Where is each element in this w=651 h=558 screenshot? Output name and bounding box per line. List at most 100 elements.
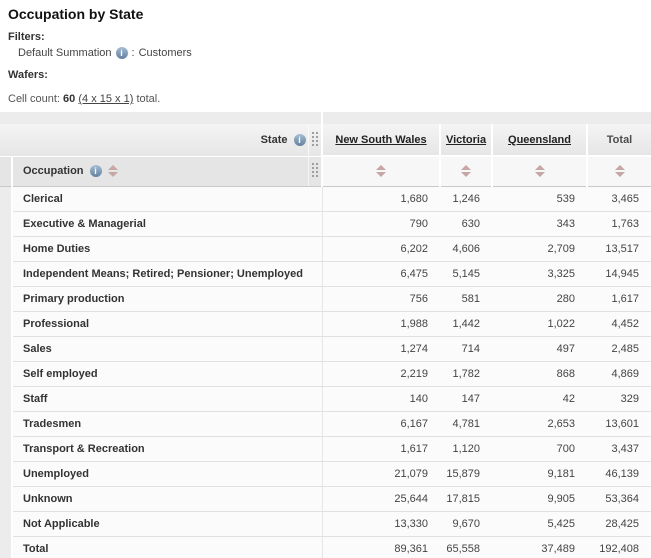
cell-value: 21,079	[321, 461, 441, 487]
filter-name: Default Summation	[18, 47, 112, 59]
cell-count-value: 60	[63, 93, 76, 105]
cell-value: 9,670	[440, 511, 493, 537]
cell-value: 343	[492, 211, 588, 237]
filters-heading: Filters:	[8, 31, 45, 43]
column-header-queensland[interactable]: Queensland	[508, 133, 571, 146]
page-title: Occupation by State	[8, 6, 144, 22]
table-body: Clerical 1,680 1,246 539 3,465 Executive & Ma…	[0, 186, 651, 558]
row-gutter	[0, 511, 13, 536]
column-header-total: Total	[606, 133, 633, 146]
row-label: Unknown	[12, 486, 323, 512]
pivot-table: State i New South Wales Victoria Queensl…	[0, 112, 651, 558]
row-label: Total	[12, 536, 323, 558]
cell-value: 1,120	[440, 436, 493, 462]
row-gutter	[0, 236, 13, 261]
row-gutter	[0, 411, 13, 436]
wafers-heading: Wafers:	[8, 69, 48, 81]
cell-value: 13,517	[587, 236, 651, 262]
sort-icon[interactable]	[461, 165, 472, 178]
cell-value: 630	[440, 211, 493, 237]
row-gutter	[0, 536, 13, 558]
cell-value: 42	[492, 386, 588, 412]
cell-value: 53,364	[587, 486, 651, 512]
row-gutter	[0, 286, 13, 311]
cell-value: 539	[492, 186, 588, 212]
cell-value: 1,617	[321, 436, 441, 462]
sort-icon[interactable]	[614, 165, 625, 178]
cell-value: 1,442	[440, 311, 493, 337]
cell-value: 25,644	[321, 486, 441, 512]
cell-value: 1,763	[587, 211, 651, 237]
cell-value: 46,139	[587, 461, 651, 487]
cell-value: 497	[492, 336, 588, 362]
row-gutter	[0, 336, 13, 361]
row-label: Executive & Managerial	[12, 211, 323, 237]
column-header-row: State i New South Wales Victoria Queensl…	[0, 124, 651, 156]
cell-value: 37,489	[492, 536, 588, 558]
cell-value: 3,465	[587, 186, 651, 212]
table-row: Unknown 25,644 17,815 9,905 53,364	[0, 486, 651, 512]
cell-value: 714	[440, 336, 493, 362]
row-gutter	[0, 261, 13, 286]
row-gutter	[0, 155, 12, 187]
row-label: Independent Means; Retired; Pensioner; U…	[12, 261, 323, 287]
cell-value: 5,145	[440, 261, 493, 287]
table-row: Total 89,361 65,558 37,489 192,408	[0, 536, 651, 558]
drag-grip-icon	[311, 162, 319, 177]
cell-value: 1,988	[321, 311, 441, 337]
row-gutter	[0, 361, 13, 386]
column-sort-cell	[321, 155, 441, 187]
row-label: Professional	[12, 311, 323, 337]
row-label: Primary production	[12, 286, 323, 312]
row-gutter	[0, 436, 13, 461]
cell-value: 2,485	[587, 336, 651, 362]
column-header-new-south-wales[interactable]: New South Wales	[335, 133, 427, 146]
cell-value: 6,475	[321, 261, 441, 287]
row-label: Sales	[12, 336, 323, 362]
row-axis-header: Occupation i	[11, 155, 308, 187]
row-label: Home Duties	[12, 236, 323, 262]
cell-value: 1,022	[492, 311, 588, 337]
cell-value: 5,425	[492, 511, 588, 537]
table-row: Professional 1,988 1,442 1,022 4,452	[0, 311, 651, 337]
row-axis-label: Occupation	[23, 165, 84, 177]
pivot-table-header: State i New South Wales Victoria Queensl…	[0, 112, 651, 187]
sort-icon[interactable]	[534, 165, 545, 178]
cell-value: 192,408	[587, 536, 651, 558]
column-axis-menu[interactable]	[307, 124, 323, 156]
cell-value: 868	[492, 361, 588, 387]
cell-value: 3,437	[587, 436, 651, 462]
info-icon[interactable]: i	[89, 165, 102, 177]
cell-value: 4,781	[440, 411, 493, 437]
cell-value: 15,879	[440, 461, 493, 487]
info-icon[interactable]: i	[293, 133, 306, 146]
row-axis-menu[interactable]	[307, 155, 323, 187]
cell-value: 140	[321, 386, 441, 412]
cell-value: 17,815	[440, 486, 493, 512]
sort-icon[interactable]	[107, 165, 118, 177]
table-top-spacer	[0, 112, 651, 124]
row-axis-header-row: Occupation i	[0, 155, 651, 187]
sort-icon[interactable]	[376, 165, 387, 178]
report-header: Occupation by State Filters: Default Sum…	[0, 0, 651, 106]
cell-value: 1,274	[321, 336, 441, 362]
column-header-victoria[interactable]: Victoria	[445, 133, 487, 146]
cell-value: 147	[440, 386, 493, 412]
row-label: Not Applicable	[12, 511, 323, 537]
filter-separator: :	[131, 47, 135, 59]
row-gutter	[0, 311, 13, 336]
cell-count-suffix: total.	[136, 93, 161, 105]
cell-value: 1,680	[321, 186, 441, 212]
cell-value: 1,617	[587, 286, 651, 312]
info-icon[interactable]: i	[115, 47, 128, 59]
cell-value: 89,361	[321, 536, 441, 558]
filter-item: Default Summation i : Customers	[18, 46, 643, 60]
row-label: Self employed	[12, 361, 323, 387]
row-label: Transport & Recreation	[12, 436, 323, 462]
cell-value: 9,181	[492, 461, 588, 487]
cell-count-link[interactable]: (4 x 15 x 1)	[78, 93, 134, 105]
cell-value: 280	[492, 286, 588, 312]
cell-value: 2,709	[492, 236, 588, 262]
table-row: Not Applicable 13,330 9,670 5,425 28,425	[0, 511, 651, 537]
row-label: Unemployed	[12, 461, 323, 487]
